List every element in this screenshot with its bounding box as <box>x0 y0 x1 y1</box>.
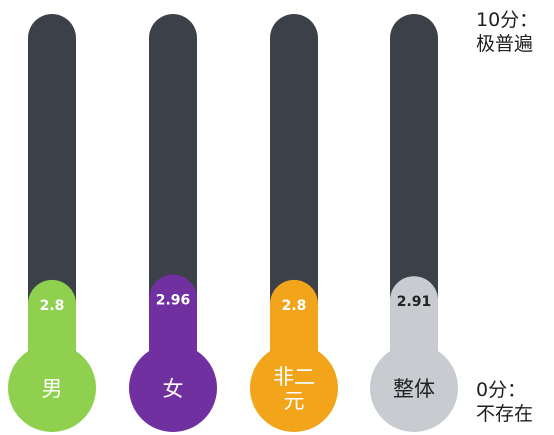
thermometer-bulb <box>129 344 217 432</box>
thermometer <box>129 14 217 432</box>
data-label: 2.8 <box>40 298 65 314</box>
thermometer <box>250 14 338 432</box>
thermometer <box>370 14 458 432</box>
category-label: 男 <box>42 377 63 401</box>
scale-max-label: 10分： 极普遍 <box>476 9 539 55</box>
category-label: 非二元 <box>273 365 315 413</box>
scale-min-label: 0分： 不存在 <box>476 379 534 425</box>
thermometer-bulb <box>370 344 458 432</box>
data-label: 2.91 <box>397 294 432 310</box>
thermometer-bulb <box>250 344 338 432</box>
category-label: 整体 <box>393 377 435 401</box>
data-label: 2.96 <box>156 293 191 309</box>
thermometer <box>8 14 96 432</box>
category-label: 女 <box>163 377 184 401</box>
thermometer-bulb <box>8 344 96 432</box>
data-label: 2.8 <box>282 298 307 314</box>
